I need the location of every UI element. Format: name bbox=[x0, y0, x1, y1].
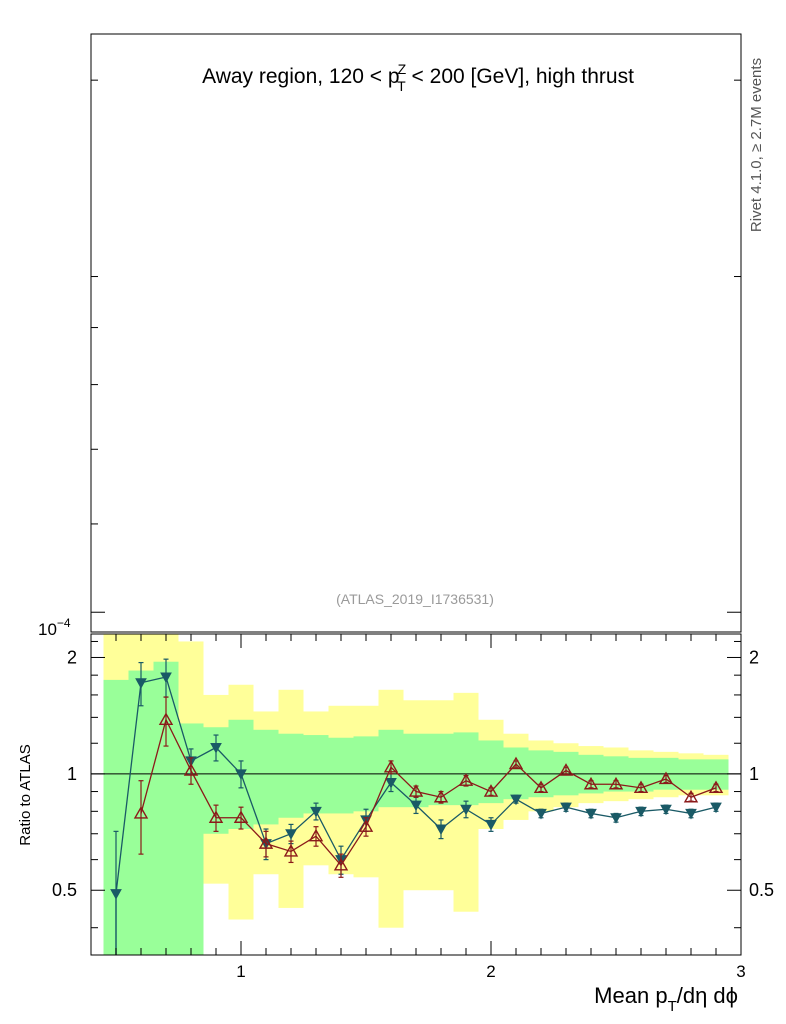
x-axis-label: Mean pT/dη dϕ bbox=[594, 983, 738, 1015]
band-inner-bin-9 bbox=[328, 737, 354, 814]
main-y-ticks bbox=[91, 79, 741, 613]
ytick-label-right-0.5: 0.5 bbox=[749, 880, 774, 900]
MC-red-point-15 bbox=[508, 756, 524, 770]
ytick-label-right-2: 2 bbox=[749, 647, 759, 667]
band-inner-bin-7 bbox=[278, 733, 304, 818]
MC-red-point-23 bbox=[708, 780, 724, 794]
ratio-y-axis-label: Ratio to ATLAS bbox=[17, 744, 34, 845]
MC-red-point-16 bbox=[533, 780, 549, 794]
MC-teal-point-16 bbox=[510, 794, 522, 806]
MC-red-point-12 bbox=[433, 789, 449, 804]
MC-red-point-7 bbox=[308, 826, 324, 847]
xtick-label-1: 1 bbox=[236, 962, 245, 981]
MC-red-point-8 bbox=[333, 853, 349, 878]
MC-red-point-6 bbox=[283, 840, 299, 864]
MC-teal-point-1 bbox=[135, 661, 147, 707]
ytick-label-left-1: 1 bbox=[67, 764, 77, 784]
main-panel-frame bbox=[90, 33, 742, 633]
plot-title: Away region, 120 < pZ T < 200 [GeV], high… bbox=[202, 61, 634, 94]
MC-red-point-5 bbox=[258, 830, 274, 858]
ytick-label-left-0.5: 0.5 bbox=[52, 880, 77, 900]
MC-red-point-21 bbox=[658, 771, 674, 785]
MC-teal-point-18 bbox=[560, 802, 572, 814]
series-red bbox=[133, 696, 724, 878]
series-teal bbox=[110, 658, 722, 955]
MC-red-point-2 bbox=[183, 757, 199, 785]
MC-teal-point-5 bbox=[235, 760, 247, 789]
analysis-watermark: (ATLAS_2019_I1736531) bbox=[336, 591, 494, 607]
MC-red-point-11 bbox=[408, 784, 424, 798]
MC-teal-point-20 bbox=[610, 812, 622, 824]
MC-red-point-13 bbox=[458, 773, 474, 787]
MC-red-point-14 bbox=[483, 784, 499, 797]
main-ytick-label: 10−4 bbox=[38, 616, 71, 639]
MC-teal-point-21 bbox=[635, 806, 647, 818]
band-inner-bin-14 bbox=[453, 732, 479, 806]
MC-red-point-1 bbox=[158, 696, 174, 747]
MC-teal-point-19 bbox=[585, 808, 597, 820]
MC-teal-point-22 bbox=[660, 804, 672, 816]
MC-teal-point-24 bbox=[710, 802, 722, 814]
xtick-label-2: 2 bbox=[486, 962, 495, 981]
band-outer-bin-11 bbox=[378, 689, 404, 928]
MC-teal-point-23 bbox=[685, 808, 697, 820]
MC-red-point-22 bbox=[683, 789, 699, 803]
MC-teal-point-14 bbox=[460, 800, 472, 819]
band-inner-bin-6 bbox=[253, 729, 279, 825]
ytick-label-right-1: 1 bbox=[749, 764, 759, 784]
MC-red-point-3 bbox=[208, 804, 224, 832]
ratio-axis-ticks: 1 2 3 0.5 0.5 1 1 2 2 bbox=[52, 634, 774, 981]
MC-red-point-17 bbox=[558, 763, 574, 776]
MC-red-point-0 bbox=[133, 780, 149, 855]
MC-red-point-10 bbox=[383, 759, 399, 775]
rivet-version-label: Rivet 4.1.0, ≥ 2.7M events bbox=[748, 58, 765, 232]
MC-red-point-18 bbox=[583, 776, 599, 790]
MC-teal-point-4 bbox=[210, 734, 222, 762]
MC-teal-point-0 bbox=[110, 830, 122, 955]
band-inner-bin-23 bbox=[678, 759, 704, 790]
MC-teal-point-17 bbox=[535, 808, 547, 820]
MC-red-point-19 bbox=[608, 776, 624, 790]
MC-teal-point-13 bbox=[435, 819, 447, 840]
MC-red-point-4 bbox=[233, 806, 249, 830]
MC-red-point-9 bbox=[358, 817, 374, 837]
MC-teal-point-8 bbox=[310, 802, 322, 821]
ytick-label-left-2: 2 bbox=[67, 647, 77, 667]
MC-teal-point-15 bbox=[485, 817, 497, 832]
MC-red-point-20 bbox=[633, 780, 649, 794]
xtick-label-3: 3 bbox=[736, 962, 745, 981]
